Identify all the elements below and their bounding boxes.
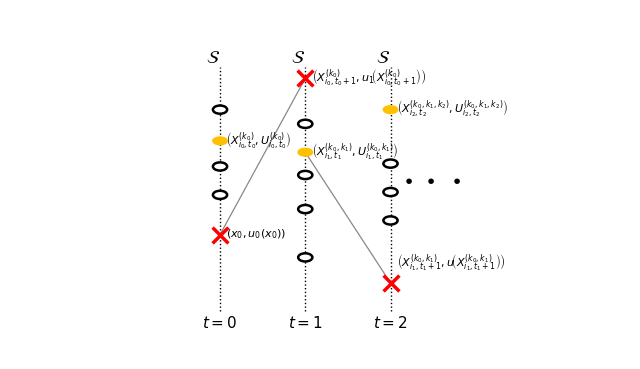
Ellipse shape	[213, 162, 227, 170]
Ellipse shape	[298, 120, 312, 128]
Ellipse shape	[298, 205, 312, 213]
Ellipse shape	[383, 188, 397, 196]
Text: $\left(X_{i_0,t_0}^{(k_0)}, U_{i_0,t_0}^{(k_0)}\right)$: $\left(X_{i_0,t_0}^{(k_0)}, U_{i_0,t_0}^…	[227, 130, 292, 152]
Text: $\mathcal{S}$: $\mathcal{S}$	[291, 49, 305, 68]
Text: $t=1$: $t=1$	[288, 315, 323, 331]
Text: $\left(X_{i_1,t_1}^{(k_0,k_1)}, U_{i_1,t_1}^{(k_0,k_1)}\right)$: $\left(X_{i_1,t_1}^{(k_0,k_1)}, U_{i_1,t…	[312, 142, 398, 163]
Text: $\left(X_{i_2,t_2}^{(k_0,k_1,k_2)}, U_{i_2,t_2}^{(k_0,k_1,k_2)}\right)$: $\left(X_{i_2,t_2}^{(k_0,k_1,k_2)}, U_{i…	[397, 99, 508, 120]
Ellipse shape	[213, 106, 227, 114]
Ellipse shape	[383, 216, 397, 224]
Ellipse shape	[298, 148, 313, 157]
Text: $\mathcal{S}$: $\mathcal{S}$	[376, 49, 390, 68]
Text: $t=2$: $t=2$	[373, 315, 408, 331]
Ellipse shape	[383, 159, 397, 168]
Ellipse shape	[298, 171, 312, 179]
Point	[215, 232, 225, 238]
Text: $t=0$: $t=0$	[202, 315, 237, 331]
Point	[300, 75, 310, 81]
Text: $\left(X_{i_0,t_0+1}^{(k_0)}, u_1\!\left(X_{i_0,t_0+1}^{(k_0)}\right)\right)$: $\left(X_{i_0,t_0+1}^{(k_0)}, u_1\!\left…	[312, 68, 426, 89]
Ellipse shape	[212, 136, 228, 145]
Ellipse shape	[383, 105, 399, 114]
Text: $\left(x_0, u_0(x_0)\right)$: $\left(x_0, u_0(x_0)\right)$	[227, 228, 287, 241]
Text: $\mathcal{S}$: $\mathcal{S}$	[206, 49, 220, 68]
Text: $\left(X_{i_1,t_1+1}^{(k_0,k_1)}, u\!\left(X_{i_1,t_1+1}^{(k_0,k_1)}\right)\righ: $\left(X_{i_1,t_1+1}^{(k_0,k_1)}, u\!\le…	[397, 252, 506, 274]
Point	[385, 280, 396, 286]
Text: $\bullet\ \bullet\ \bullet$: $\bullet\ \bullet\ \bullet$	[402, 170, 461, 189]
Ellipse shape	[298, 253, 312, 262]
Ellipse shape	[213, 191, 227, 199]
